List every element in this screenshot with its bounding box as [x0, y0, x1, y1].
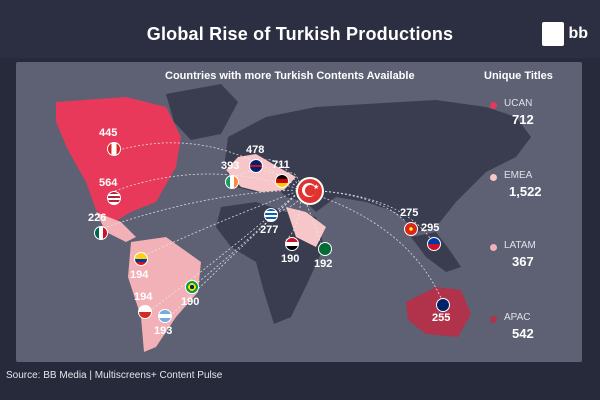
map-panel: Countries with more Turkish Contents Ava…: [16, 62, 582, 362]
greenland-shape: [166, 84, 238, 140]
marker-value: 194: [130, 269, 149, 281]
mexico-flag-icon: [94, 226, 108, 240]
egypt-flag-icon: [285, 237, 299, 251]
marker-value: 393: [221, 160, 240, 172]
canada-flag-icon: [107, 142, 121, 156]
middle-east-shape: [286, 207, 326, 247]
region-name: LATAM: [504, 240, 536, 251]
bb-logo: bb: [542, 22, 588, 46]
marker-value: 192: [314, 258, 333, 270]
southeast-asia-shape: [411, 232, 461, 272]
marker-value: 277: [260, 224, 279, 236]
australia-shape: [406, 287, 471, 337]
latam-dot-icon: [490, 244, 497, 251]
marker-value: 564: [99, 177, 118, 189]
turkey-flag-icon: ★: [296, 177, 324, 205]
vietnam-flag-icon: [404, 222, 418, 236]
marker-value: 190: [281, 253, 300, 265]
logo-mark-icon: [542, 22, 565, 46]
region-name: UCAN: [504, 98, 533, 109]
page-title: Global Rise of Turkish Productions: [146, 24, 454, 44]
region-value: 542: [512, 326, 534, 341]
philippines-flag-icon: [427, 237, 441, 251]
marker-value: 275: [400, 207, 419, 219]
marker-value: 478: [246, 144, 265, 156]
saudi-flag-icon: [318, 242, 332, 256]
source-note: Source: BB Media | Multiscreens+ Content…: [6, 370, 223, 381]
north-america-shape: [56, 97, 181, 224]
region-value: 1,522: [509, 184, 542, 199]
australia-flag-icon: [436, 298, 450, 312]
south-america-shape: [128, 237, 201, 352]
usa-flag-icon: [107, 191, 121, 205]
marker-value: 193: [154, 325, 173, 337]
chile-flag-icon: [138, 305, 152, 319]
region-name: EMEA: [504, 170, 533, 181]
brazil-flag-icon: [185, 280, 199, 294]
region-name: APAC: [504, 312, 531, 323]
marker-value: 190: [181, 296, 200, 308]
region-value: 712: [512, 112, 534, 127]
ucan-dot-icon: [490, 102, 497, 109]
world-map: [56, 84, 531, 352]
map-subtitle: Countries with more Turkish Contents Ava…: [165, 70, 415, 82]
colombia-flag-icon: [134, 252, 148, 266]
greece-flag-icon: [264, 208, 278, 222]
marker-value: 711: [272, 159, 290, 171]
header: Global Rise of Turkish Productions bb: [0, 0, 600, 58]
ireland-flag-icon: [225, 175, 239, 189]
argentina-flag-icon: [158, 309, 172, 323]
logo-text: bb: [568, 25, 588, 42]
marker-value: 255: [432, 312, 451, 324]
region-value: 367: [512, 254, 534, 269]
marker-value: 226: [88, 212, 107, 224]
marker-value: 445: [99, 127, 118, 139]
apac-dot-icon: [490, 316, 497, 323]
marker-value: 295: [421, 222, 440, 234]
central-america-shape: [96, 212, 136, 242]
uk-flag-icon: [249, 159, 263, 173]
marker-value: 194: [134, 291, 153, 303]
emea-dot-icon: [490, 174, 497, 181]
unique-titles-heading: Unique Titles: [484, 70, 553, 82]
germany-flag-icon: [275, 174, 289, 188]
